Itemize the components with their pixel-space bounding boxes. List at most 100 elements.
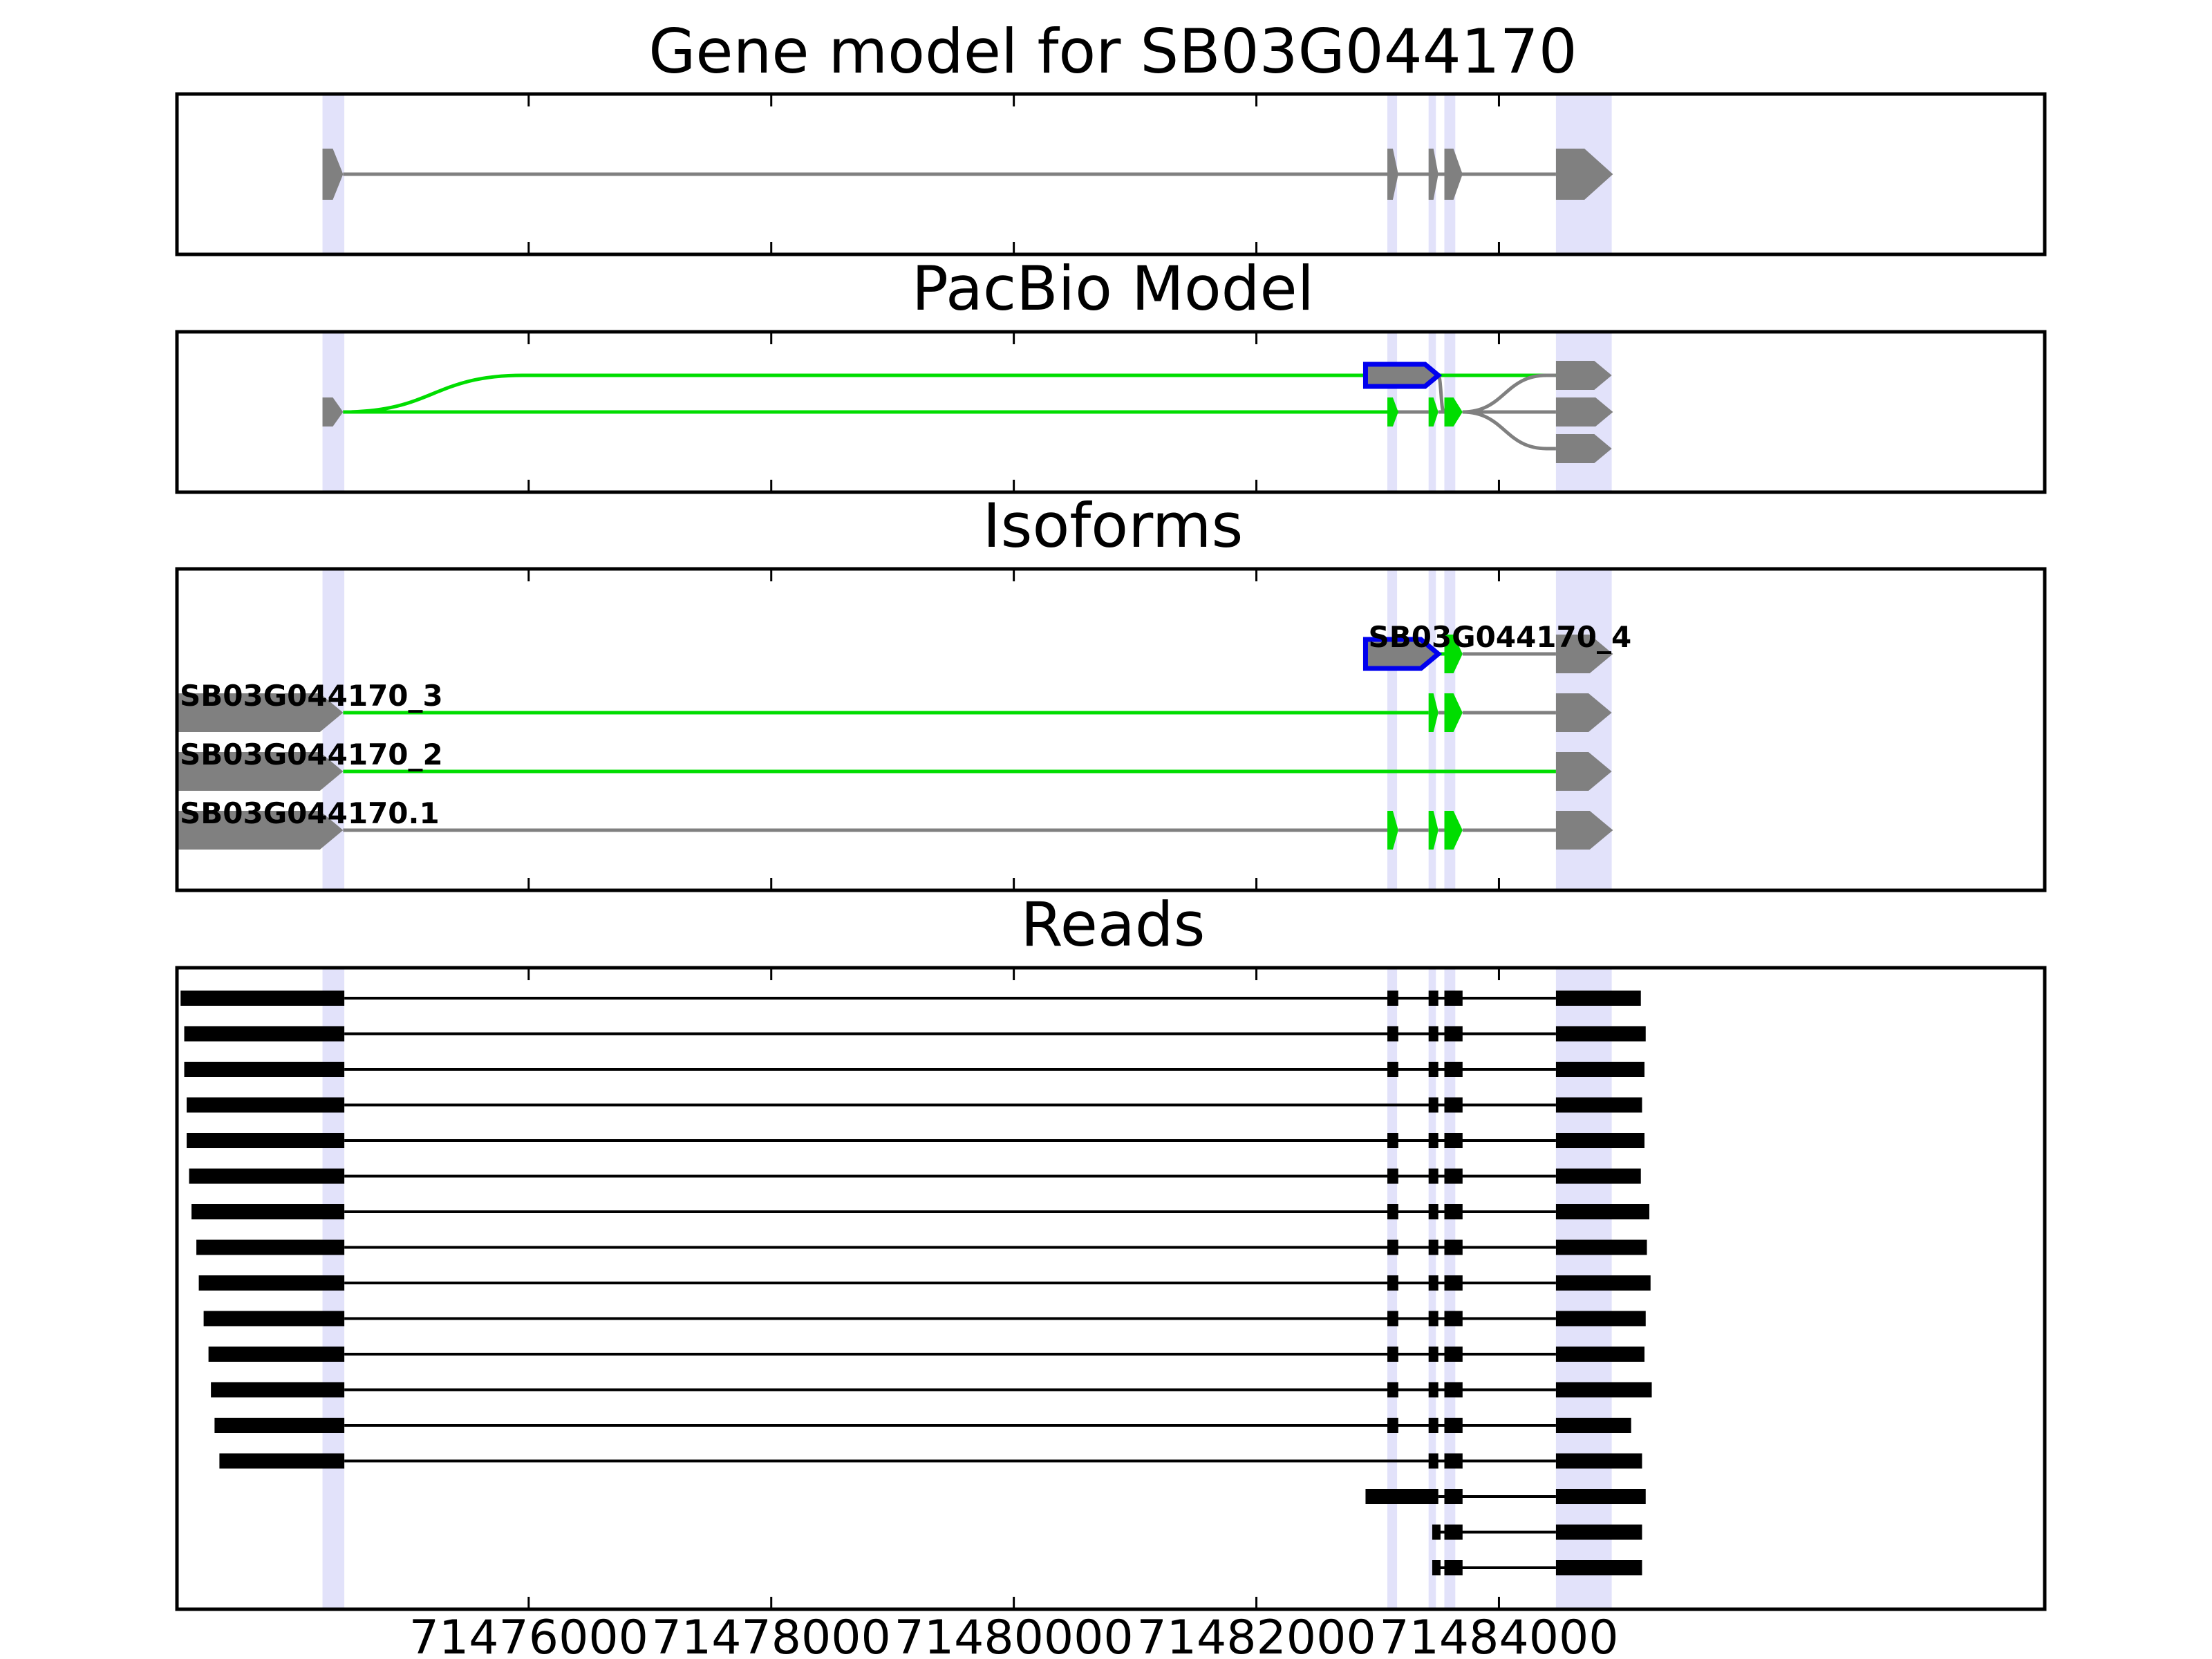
read-block	[1444, 991, 1463, 1006]
panel-title: Isoforms	[983, 490, 1244, 561]
read-block	[1387, 1168, 1398, 1184]
read-block	[184, 1026, 345, 1042]
read-block	[1555, 1560, 1642, 1575]
read-block	[1444, 1239, 1463, 1255]
x-tick-label: 71478000	[652, 1611, 891, 1659]
read-block	[203, 1311, 345, 1327]
read-block	[1555, 1062, 1644, 1077]
panel-title: Gene model for SB03G044170	[648, 16, 1577, 87]
read-block	[187, 1097, 345, 1113]
read-block	[1444, 1347, 1463, 1362]
model-node	[322, 397, 344, 427]
model-node-blue	[1362, 362, 1443, 389]
exon-arrow	[322, 149, 344, 200]
isoform-exon	[1555, 811, 1613, 850]
model-edge	[1462, 410, 1556, 451]
read-block	[1444, 1026, 1463, 1042]
read-block	[1555, 1204, 1650, 1219]
isoform-exon	[1444, 693, 1463, 732]
model-node	[1428, 397, 1438, 427]
model-node	[1555, 434, 1612, 463]
isoform-label: SB03G044170_3	[180, 679, 443, 713]
read-block	[1387, 1311, 1398, 1327]
isoform-exon	[1444, 811, 1463, 850]
model-node	[1387, 397, 1398, 427]
read-block	[198, 1275, 345, 1291]
read-block	[1428, 1275, 1438, 1291]
panel-frame	[175, 966, 2047, 1611]
isoform-exon	[177, 693, 344, 732]
read-block	[1387, 1062, 1398, 1077]
read-block	[1387, 1418, 1398, 1433]
isoform-exon-blue	[1362, 637, 1443, 671]
read-block	[1387, 991, 1398, 1006]
read-block	[187, 1133, 345, 1148]
read-block	[1444, 1524, 1463, 1540]
read-block	[1428, 1453, 1438, 1469]
panel-title: PacBio Model	[912, 253, 1314, 324]
isoform-exon	[1555, 752, 1612, 791]
isoform-exon	[1555, 693, 1612, 732]
model-node	[1444, 397, 1463, 427]
isoform-exon	[177, 811, 344, 850]
isoform-exon	[1387, 811, 1398, 850]
x-tick-label: 71484000	[1379, 1611, 1618, 1659]
read-block	[1444, 1453, 1463, 1469]
read-block	[1428, 1062, 1438, 1077]
panel-frame	[175, 92, 2047, 256]
read-block	[1428, 1097, 1438, 1113]
isoforms-panel: Isoforms SB03G044170_4 SB03G044170_3 SB03G…	[175, 490, 2047, 892]
panel-title: Reads	[1021, 889, 1206, 960]
read-block	[191, 1204, 345, 1219]
read-block	[1555, 1239, 1647, 1255]
read-block	[1444, 1560, 1463, 1575]
read-block	[1555, 1418, 1631, 1433]
read-block	[1432, 1524, 1441, 1540]
read-block	[1428, 1204, 1438, 1219]
exon-arrow	[1387, 149, 1398, 200]
read-block	[1444, 1062, 1463, 1077]
read-block	[1428, 1311, 1438, 1327]
reads-panel: Reads	[175, 889, 2047, 1611]
panel-frame	[175, 567, 2047, 892]
pacbio-model-panel: PacBio Model	[175, 253, 2047, 494]
model-edge	[1436, 373, 1446, 414]
read-block	[1444, 1311, 1463, 1327]
read-block	[1387, 1347, 1398, 1362]
gene-model-panel: Gene model for SB03G044170	[175, 16, 2047, 256]
read-block	[1387, 1239, 1398, 1255]
read-block	[184, 1062, 345, 1077]
model-edge	[343, 373, 1556, 414]
read-block	[1387, 1204, 1398, 1219]
read-block	[1428, 1418, 1438, 1433]
x-tick-label: 71480000	[894, 1611, 1134, 1659]
x-tick-label: 71476000	[409, 1611, 648, 1659]
read-block	[1555, 1524, 1642, 1540]
x-tick-label: 71482000	[1136, 1611, 1376, 1659]
read-block	[219, 1453, 345, 1469]
read-block	[208, 1347, 345, 1362]
read-block	[1428, 991, 1438, 1006]
read-block	[1387, 1275, 1398, 1291]
isoform-label: SB03G044170_4	[1368, 620, 1631, 654]
read-block	[1555, 1382, 1652, 1398]
read-block	[1555, 1311, 1646, 1327]
read-block	[1444, 1418, 1463, 1433]
read-block	[1555, 1489, 1646, 1504]
isoform-exon	[1428, 811, 1438, 850]
read-block	[1555, 1347, 1644, 1362]
read-block	[1428, 1026, 1438, 1042]
read-block	[1432, 1560, 1441, 1575]
isoform-exon	[1428, 693, 1438, 732]
read-block	[189, 1168, 345, 1184]
read-block	[196, 1239, 345, 1255]
read-block	[1555, 991, 1641, 1006]
isoform-exon	[1555, 635, 1613, 673]
panel-frame	[175, 330, 2047, 494]
read-block	[1387, 1382, 1398, 1398]
read-block	[1444, 1168, 1463, 1184]
isoform-exon	[177, 752, 344, 791]
read-block	[1444, 1275, 1463, 1291]
exon-arrow	[1555, 149, 1613, 200]
